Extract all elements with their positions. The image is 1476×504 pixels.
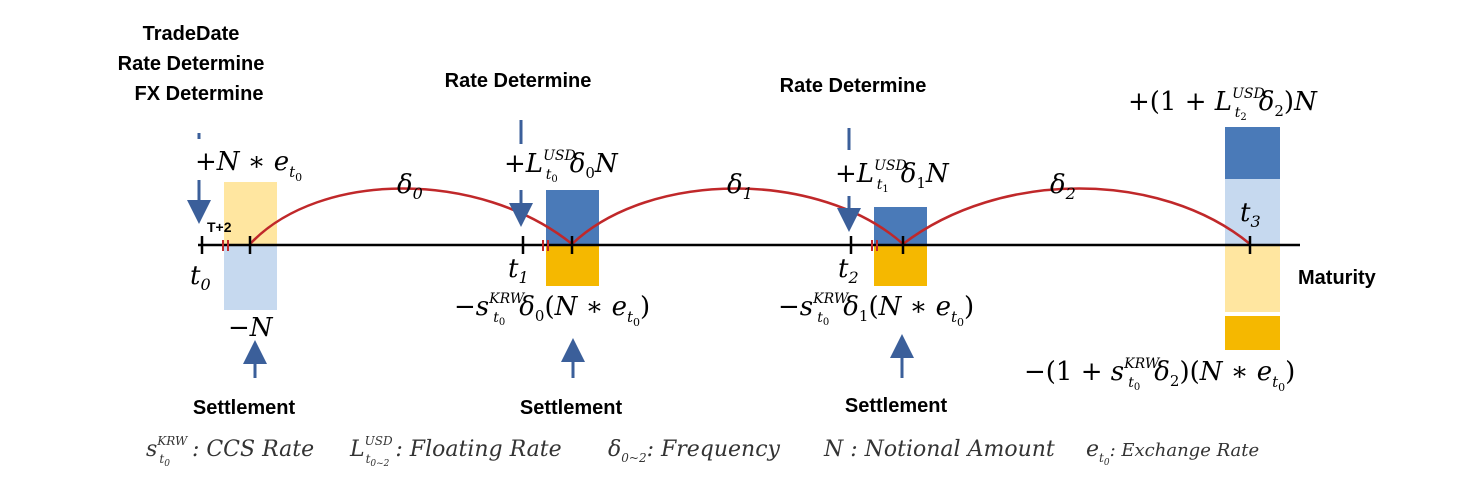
legend-notional: N : Notional Amount (823, 437, 1055, 462)
t-plus-2-label: T+2 (207, 219, 232, 235)
delta1-label: δ1 (727, 170, 753, 203)
t2-receive-bar (874, 207, 927, 246)
legend-exchange-rate: et0: Exchange Rate (1086, 437, 1259, 468)
t1-receive-formula: +LUSD t0δ0N (504, 148, 619, 185)
settlement-label-t2: Settlement (845, 395, 948, 417)
t2-label: t2 (838, 254, 859, 287)
t-plus-2-marks-t1 (542, 240, 549, 251)
period-curve-2 (902, 187, 1251, 245)
rate-determine-label-t0: Rate Determine (118, 53, 265, 75)
rate-determine-label-t2: Rate Determine (780, 75, 927, 97)
fx-determine-label: FX Determine (135, 83, 264, 105)
t0-pay-bar (224, 246, 277, 310)
legend-ccs-rate: sKRW t0: CCS Rate (146, 434, 314, 469)
t2-receive-formula: +LUSD t1δ1N (835, 158, 950, 195)
legend: sKRW t0: CCS Rate LUSD t0~2: Floating Rate… (146, 434, 1259, 469)
period-curve-1 (571, 187, 904, 245)
maturity-interest-bar (1225, 127, 1280, 179)
legend-frequency: δ0~2: Frequency (608, 437, 781, 465)
maturity-krw-interest-bar (1225, 316, 1280, 350)
maturity-receive-formula: +(1 + LUSD t2δ2)N (1128, 86, 1318, 123)
legend-floating-rate: LUSD t0~2: Floating Rate (349, 434, 562, 469)
initial-pay-formula: −N (228, 313, 274, 343)
maturity-principal-bar (1225, 179, 1280, 246)
maturity-pay-formula: −(1 + sKRW t0δ2)(N ∗ et0) (1024, 356, 1295, 394)
t1-label: t1 (508, 254, 529, 287)
trade-date-label: TradeDate (143, 23, 240, 45)
rate-determine-label-t1: Rate Determine (445, 70, 592, 92)
settlement-label-t0: Settlement (193, 397, 296, 419)
maturity-label: Maturity (1298, 267, 1377, 289)
t-plus-2-marks-t0 (222, 240, 229, 251)
delta0-label: δ0 (397, 170, 423, 203)
maturity-krw-principal-bar (1225, 246, 1280, 312)
t-plus-2-marks-t2 (871, 240, 878, 251)
t2-pay-bar (874, 246, 927, 286)
delta2-label: δ2 (1050, 170, 1076, 203)
settlement-label-t1: Settlement (520, 397, 623, 419)
t2-pay-formula: −sKRW t0δ1(N ∗ et0) (778, 291, 974, 329)
t1-pay-formula: −sKRW t0δ0(N ∗ et0) (454, 291, 650, 329)
t0-receive-bar (224, 182, 277, 246)
initial-receive-formula: +N ∗ et0 (195, 147, 302, 184)
t0-label: t0 (190, 261, 211, 294)
